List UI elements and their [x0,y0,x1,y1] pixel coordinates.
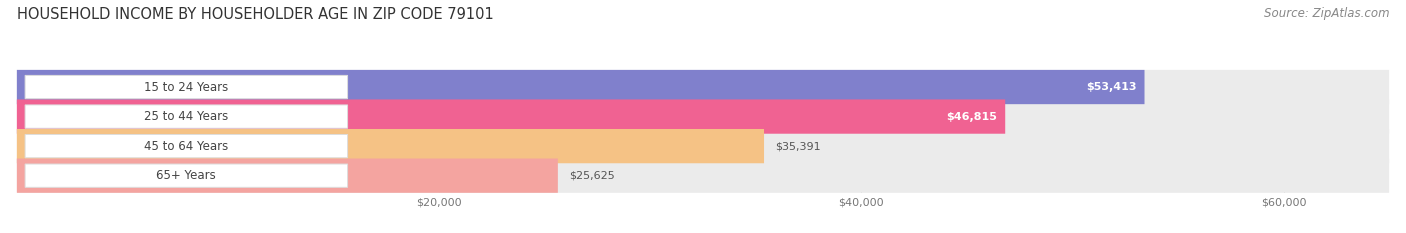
FancyBboxPatch shape [17,70,1144,104]
Text: Source: ZipAtlas.com: Source: ZipAtlas.com [1264,7,1389,20]
FancyBboxPatch shape [25,75,347,99]
Text: 25 to 44 Years: 25 to 44 Years [145,110,228,123]
FancyBboxPatch shape [17,70,1389,104]
Text: $25,625: $25,625 [569,171,614,181]
Text: $53,413: $53,413 [1085,82,1136,92]
FancyBboxPatch shape [17,158,558,193]
FancyBboxPatch shape [25,134,347,158]
FancyBboxPatch shape [25,164,347,187]
Text: 15 to 24 Years: 15 to 24 Years [145,81,228,93]
Text: 65+ Years: 65+ Years [156,169,217,182]
FancyBboxPatch shape [17,129,1389,163]
FancyBboxPatch shape [25,105,347,128]
FancyBboxPatch shape [17,158,1389,193]
FancyBboxPatch shape [17,99,1389,134]
Text: 45 to 64 Years: 45 to 64 Years [145,140,228,153]
Text: $46,815: $46,815 [946,112,997,122]
Text: HOUSEHOLD INCOME BY HOUSEHOLDER AGE IN ZIP CODE 79101: HOUSEHOLD INCOME BY HOUSEHOLDER AGE IN Z… [17,7,494,22]
FancyBboxPatch shape [17,99,1005,134]
Text: $35,391: $35,391 [775,141,821,151]
FancyBboxPatch shape [17,129,763,163]
